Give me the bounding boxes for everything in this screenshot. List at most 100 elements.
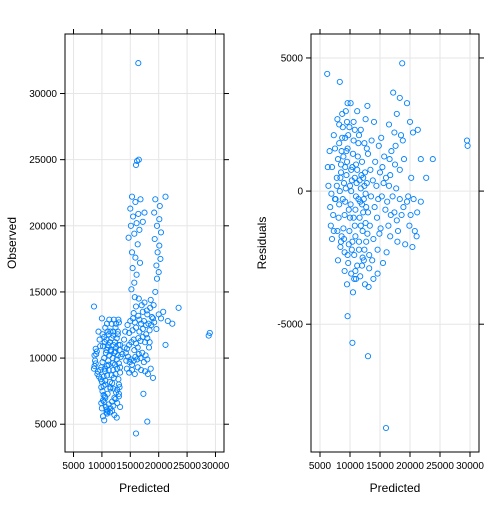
- data-point: [393, 143, 398, 148]
- data-point: [331, 133, 336, 138]
- data-point: [356, 133, 361, 138]
- data-point: [386, 223, 391, 228]
- data-point: [133, 304, 138, 309]
- data-point: [328, 223, 333, 228]
- data-point: [363, 220, 368, 225]
- data-point: [411, 197, 416, 202]
- data-point: [362, 170, 367, 175]
- data-point: [340, 125, 345, 130]
- data-point: [430, 157, 435, 162]
- data-point: [368, 194, 373, 199]
- data-point: [355, 154, 360, 159]
- data-point: [135, 365, 140, 370]
- data-point: [381, 181, 386, 186]
- y-axis-title: Residuals: [255, 217, 269, 270]
- x-tick-label: 25000: [173, 461, 201, 472]
- data-point: [337, 79, 342, 84]
- data-point: [363, 191, 368, 196]
- data-point: [351, 119, 356, 124]
- data-point: [409, 175, 414, 180]
- data-point: [141, 391, 146, 396]
- data-point: [344, 119, 349, 124]
- x-tick-label: 15000: [366, 461, 394, 472]
- data-point: [329, 236, 334, 241]
- data-point: [337, 141, 342, 146]
- data-point: [152, 210, 157, 215]
- y-axis-title: Observed: [5, 217, 19, 269]
- data-point: [138, 197, 143, 202]
- x-tick-label: 25000: [426, 461, 454, 472]
- data-point: [335, 157, 340, 162]
- data-point: [386, 122, 391, 127]
- data-point: [353, 207, 358, 212]
- data-point: [365, 231, 370, 236]
- data-point: [361, 197, 366, 202]
- data-point: [331, 212, 336, 217]
- data-point: [335, 117, 340, 122]
- data-point: [137, 260, 142, 265]
- y-tick-label: -5000: [277, 320, 303, 331]
- data-point: [376, 143, 381, 148]
- data-point: [395, 228, 400, 233]
- data-point: [373, 159, 378, 164]
- data-point: [346, 207, 351, 212]
- data-point: [353, 268, 358, 273]
- x-axis-title: Predicted: [119, 481, 170, 495]
- data-point: [362, 282, 367, 287]
- data-point: [389, 149, 394, 154]
- data-point: [136, 211, 141, 216]
- data-point: [365, 151, 370, 156]
- data-point: [129, 287, 134, 292]
- data-point: [374, 215, 379, 220]
- data-point: [350, 340, 355, 345]
- data-point: [374, 183, 379, 188]
- data-point: [362, 141, 367, 146]
- data-point: [132, 371, 137, 376]
- data-point: [141, 360, 146, 365]
- data-point: [418, 157, 423, 162]
- data-point: [342, 212, 347, 217]
- data-point: [145, 419, 150, 424]
- data-point: [344, 159, 349, 164]
- data-point: [346, 242, 351, 247]
- x-tick-label: 10000: [336, 461, 364, 472]
- data-point: [142, 210, 147, 215]
- data-point: [371, 119, 376, 124]
- data-point: [356, 239, 361, 244]
- data-point: [125, 322, 130, 327]
- data-point: [408, 212, 413, 217]
- data-point: [379, 135, 384, 140]
- data-point: [351, 215, 356, 220]
- plot-frame: [65, 34, 224, 452]
- x-tick-label: 30000: [202, 461, 230, 472]
- data-point: [375, 271, 380, 276]
- data-point: [343, 109, 348, 114]
- data-point: [394, 218, 399, 223]
- data-point: [397, 197, 402, 202]
- data-point: [424, 175, 429, 180]
- data-point: [163, 194, 168, 199]
- data-point: [132, 280, 137, 285]
- data-point: [356, 141, 361, 146]
- y-tick-label: 30000: [29, 89, 57, 100]
- data-point: [327, 149, 332, 154]
- data-point: [348, 202, 353, 207]
- data-point: [378, 226, 383, 231]
- data-point: [370, 178, 375, 183]
- data-point: [350, 239, 355, 244]
- y-tick-label: 5000: [281, 53, 304, 64]
- data-point: [124, 366, 129, 371]
- data-point: [371, 276, 376, 281]
- data-point: [341, 226, 346, 231]
- y-tick-label: 0: [297, 187, 303, 198]
- data-point: [368, 167, 373, 172]
- data-point: [157, 203, 162, 208]
- data-point: [358, 127, 363, 132]
- data-point: [369, 138, 374, 143]
- data-point: [338, 244, 343, 249]
- data-point: [415, 210, 420, 215]
- data-point: [392, 130, 397, 135]
- data-point: [364, 239, 369, 244]
- data-point: [353, 162, 358, 167]
- data-point: [384, 250, 389, 255]
